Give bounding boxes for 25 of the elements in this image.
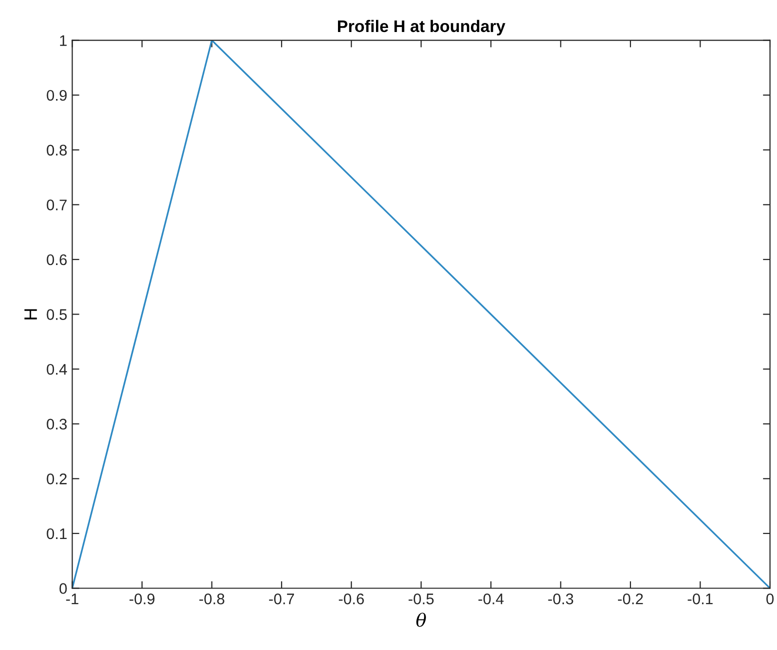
y-tick-label: 0.4 [46, 364, 67, 375]
x-tick-label: -0.7 [269, 594, 294, 604]
x-axis-title: θ [416, 612, 426, 627]
y-tick-label: 0.6 [46, 254, 67, 266]
y-tick-label: 0.9 [46, 90, 67, 101]
chart-title: Profile H at boundary [338, 20, 506, 36]
y-tick-label: 0.1 [46, 528, 67, 540]
y-tick-label: 0.8 [46, 144, 67, 156]
x-tick-label: -1 [66, 594, 78, 604]
x-tick-label: -0.6 [338, 594, 364, 604]
y-tick-label: 0.2 [46, 474, 67, 484]
y-tick-label: 0.3 [46, 418, 67, 430]
y-tick-label: 1 [60, 35, 67, 46]
y-axis-title: H [24, 309, 37, 320]
x-tick-label: -0.8 [199, 594, 224, 604]
x-tick-label: -0.5 [408, 594, 434, 604]
x-tick-label: -0.9 [130, 594, 154, 604]
x-tick-label: -0.2 [618, 594, 643, 604]
y-tick-label: 0.7 [46, 200, 67, 210]
x-tick-label: -0.1 [688, 594, 713, 604]
y-tick-label: 0.5 [46, 309, 67, 320]
x-tick-label: 0 [766, 594, 774, 604]
x-tick-label: -0.4 [478, 594, 504, 604]
y-tick-label: 0 [60, 583, 67, 594]
x-tick-label: -0.3 [548, 594, 574, 604]
